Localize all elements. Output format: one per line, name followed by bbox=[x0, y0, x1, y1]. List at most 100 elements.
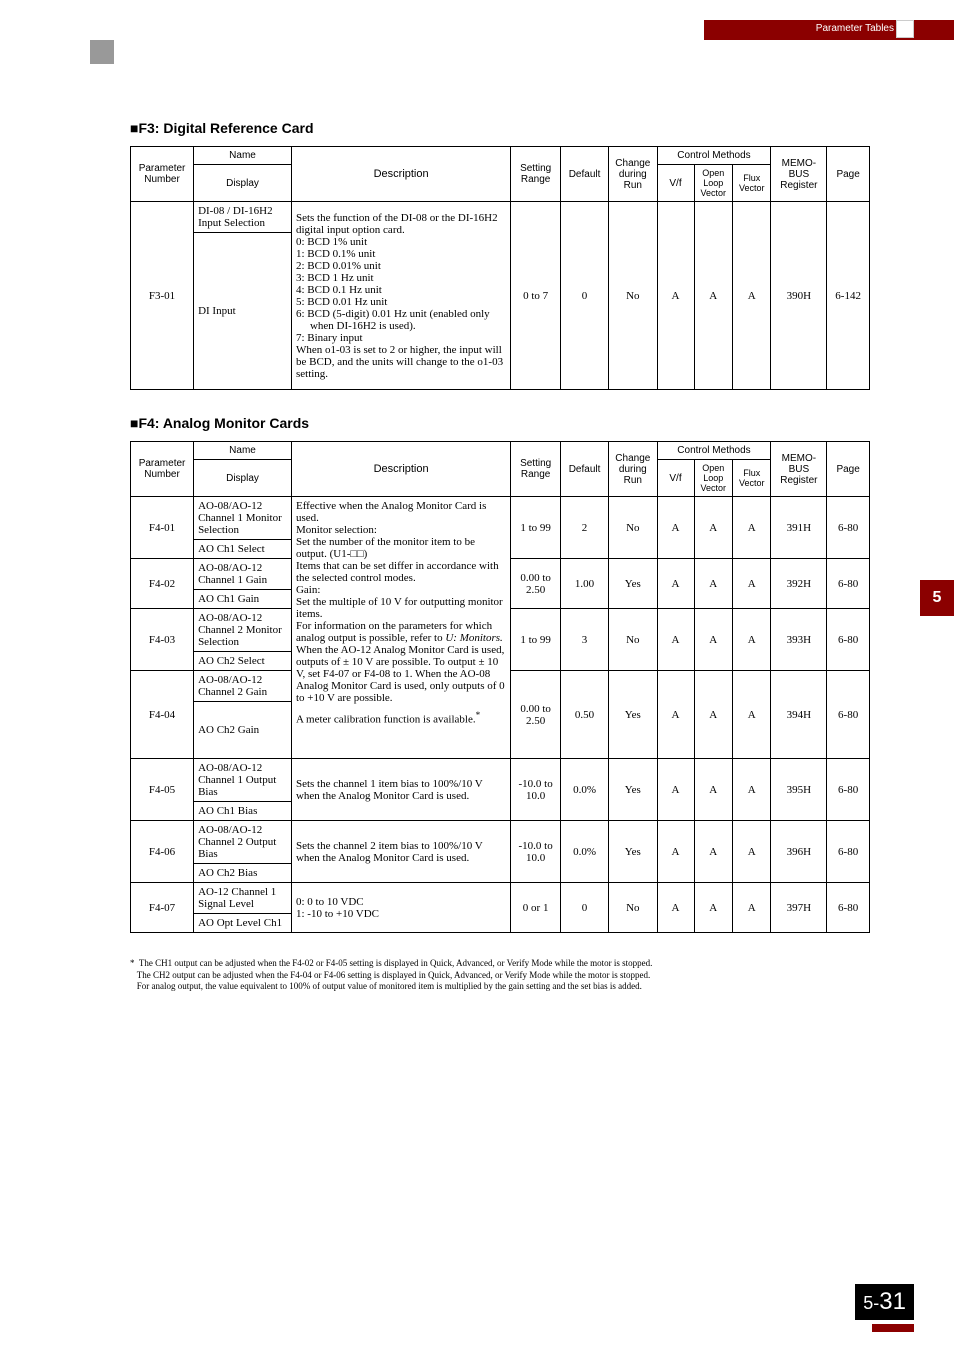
table-row: F4-07 AO-12 Channel 1 Signal Level 0: 0 … bbox=[131, 883, 870, 914]
cell-name-top: DI-08 / DI-16H2 Input Selection bbox=[194, 202, 292, 233]
desc-line: Gain: bbox=[296, 584, 506, 596]
page-number: 5-31 bbox=[855, 1284, 914, 1320]
cell-open: A bbox=[694, 202, 732, 390]
cell-flux: A bbox=[732, 821, 770, 883]
cell-page: 6-80 bbox=[827, 883, 870, 933]
section-f3-title: ■F3: Digital Reference Card bbox=[130, 120, 870, 136]
th-page: Page bbox=[827, 442, 870, 497]
cell-change: Yes bbox=[609, 671, 657, 759]
cell-vf: A bbox=[657, 759, 694, 821]
cell-default: 0.0% bbox=[561, 821, 609, 883]
cell-setting: -10.0 to 10.0 bbox=[511, 759, 561, 821]
cell-page: 6-80 bbox=[827, 609, 870, 671]
th-param: Parameter Number bbox=[131, 442, 194, 497]
cell-setting: -10.0 to 10.0 bbox=[511, 821, 561, 883]
cell-change: Yes bbox=[609, 559, 657, 609]
desc-line: When the AO-12 Analog Monitor Card is us… bbox=[296, 644, 506, 704]
th-desc: Description bbox=[291, 442, 510, 497]
cell-memo: 393H bbox=[771, 609, 827, 671]
page-num: 31 bbox=[879, 1288, 906, 1315]
cell-open: A bbox=[694, 759, 732, 821]
cell-page: 6-80 bbox=[827, 821, 870, 883]
page-chapter: 5- bbox=[863, 1293, 879, 1313]
desc-line: Items that can be set differ in accordan… bbox=[296, 560, 506, 584]
cell-memo: 395H bbox=[771, 759, 827, 821]
cell-page: 6-80 bbox=[827, 671, 870, 759]
cell-flux: A bbox=[732, 759, 770, 821]
cell-name-top: AO-08/AO-12 Channel 2 Output Bias bbox=[194, 821, 292, 864]
desc-line: A meter calibration function is availabl… bbox=[296, 714, 476, 726]
cell-setting: 0.00 to 2.50 bbox=[511, 559, 561, 609]
cell-name-bot: AO Ch2 Bias bbox=[194, 864, 292, 883]
cell-vf: A bbox=[657, 497, 694, 559]
cell-memo: 394H bbox=[771, 671, 827, 759]
cell-default: 0.0% bbox=[561, 759, 609, 821]
cell-open: A bbox=[694, 497, 732, 559]
th-param: Parameter Number bbox=[131, 147, 194, 202]
desc-opt: 1: BCD 0.1% unit bbox=[296, 248, 506, 260]
cell-open: A bbox=[694, 609, 732, 671]
cell-name-bot: AO Ch1 Select bbox=[194, 540, 292, 559]
table-row: F4-06 AO-08/AO-12 Channel 2 Output Bias … bbox=[131, 821, 870, 864]
cell-flux: A bbox=[732, 883, 770, 933]
cell-change: No bbox=[609, 609, 657, 671]
cell-name-top: AO-08/AO-12 Channel 1 Monitor Selection bbox=[194, 497, 292, 540]
cell-flux: A bbox=[732, 609, 770, 671]
cell-change: No bbox=[609, 202, 657, 390]
desc-tail: When o1-03 is set to 2 or higher, the in… bbox=[296, 344, 506, 380]
desc-line: Effective when the Analog Monitor Card i… bbox=[296, 500, 506, 524]
cell-memo: 396H bbox=[771, 821, 827, 883]
th-flux: Flux Vector bbox=[732, 460, 770, 497]
cell-desc: Sets the channel 2 item bias to 100%/10 … bbox=[291, 821, 510, 883]
table-row: F3-01 DI-08 / DI-16H2 Input Selection Se… bbox=[131, 202, 870, 233]
cell-change: Yes bbox=[609, 821, 657, 883]
cell-default: 1.00 bbox=[561, 559, 609, 609]
cell-vf: A bbox=[657, 609, 694, 671]
th-setting: Setting Range bbox=[511, 147, 561, 202]
desc-opt: 5: BCD 0.01 Hz unit bbox=[296, 296, 506, 308]
th-default: Default bbox=[561, 147, 609, 202]
th-name: Name bbox=[194, 442, 292, 460]
th-memo: MEMO-BUS Register bbox=[771, 147, 827, 202]
th-name: Name bbox=[194, 147, 292, 165]
desc-opt: 4: BCD 0.1 Hz unit bbox=[296, 284, 506, 296]
th-control: Control Methods bbox=[657, 442, 771, 460]
desc-intro: Sets the function of the DI-08 or the DI… bbox=[296, 212, 506, 236]
cell-flux: A bbox=[732, 497, 770, 559]
cell-open: A bbox=[694, 559, 732, 609]
header-breadcrumb: Parameter Tables bbox=[704, 20, 954, 40]
cell-vf: A bbox=[657, 559, 694, 609]
cell-name-bot: AO Ch2 Select bbox=[194, 652, 292, 671]
cell-param: F4-04 bbox=[131, 671, 194, 759]
cell-name-bot: AO Ch1 Bias bbox=[194, 802, 292, 821]
cell-page: 6-80 bbox=[827, 759, 870, 821]
cell-name-top: AO-08/AO-12 Channel 2 Gain bbox=[194, 671, 292, 702]
footnote-line: The CH1 output can be adjusted when the … bbox=[139, 958, 653, 968]
cell-setting: 1 to 99 bbox=[511, 497, 561, 559]
cell-page: 6-80 bbox=[827, 497, 870, 559]
desc-line: Set the number of the monitor item to be… bbox=[296, 536, 506, 560]
cell-open: A bbox=[694, 883, 732, 933]
desc-line-italic: U: Monitors. bbox=[445, 632, 502, 644]
cell-memo: 392H bbox=[771, 559, 827, 609]
cell-default: 0 bbox=[561, 883, 609, 933]
cell-setting: 0 to 7 bbox=[511, 202, 561, 390]
cell-default: 0.50 bbox=[561, 671, 609, 759]
th-memo: MEMO-BUS Register bbox=[771, 442, 827, 497]
side-tab: 5 bbox=[920, 580, 954, 616]
cell-open: A bbox=[694, 671, 732, 759]
desc-opt: 3: BCD 1 Hz unit bbox=[296, 272, 506, 284]
cell-name-bot: DI Input bbox=[194, 233, 292, 390]
cell-desc: 0: 0 to 10 VDC 1: -10 to +10 VDC bbox=[291, 883, 510, 933]
th-page: Page bbox=[827, 147, 870, 202]
th-display: Display bbox=[194, 460, 292, 497]
header-corner-box bbox=[896, 20, 914, 38]
cell-desc-shared: Effective when the Analog Monitor Card i… bbox=[291, 497, 510, 759]
th-control: Control Methods bbox=[657, 147, 771, 165]
cell-param: F3-01 bbox=[131, 202, 194, 390]
cell-setting: 0.00 to 2.50 bbox=[511, 671, 561, 759]
cell-flux: A bbox=[732, 671, 770, 759]
table-row: F4-01 AO-08/AO-12 Channel 1 Monitor Sele… bbox=[131, 497, 870, 540]
cell-vf: A bbox=[657, 821, 694, 883]
desc-opt: 0: BCD 1% unit bbox=[296, 236, 506, 248]
